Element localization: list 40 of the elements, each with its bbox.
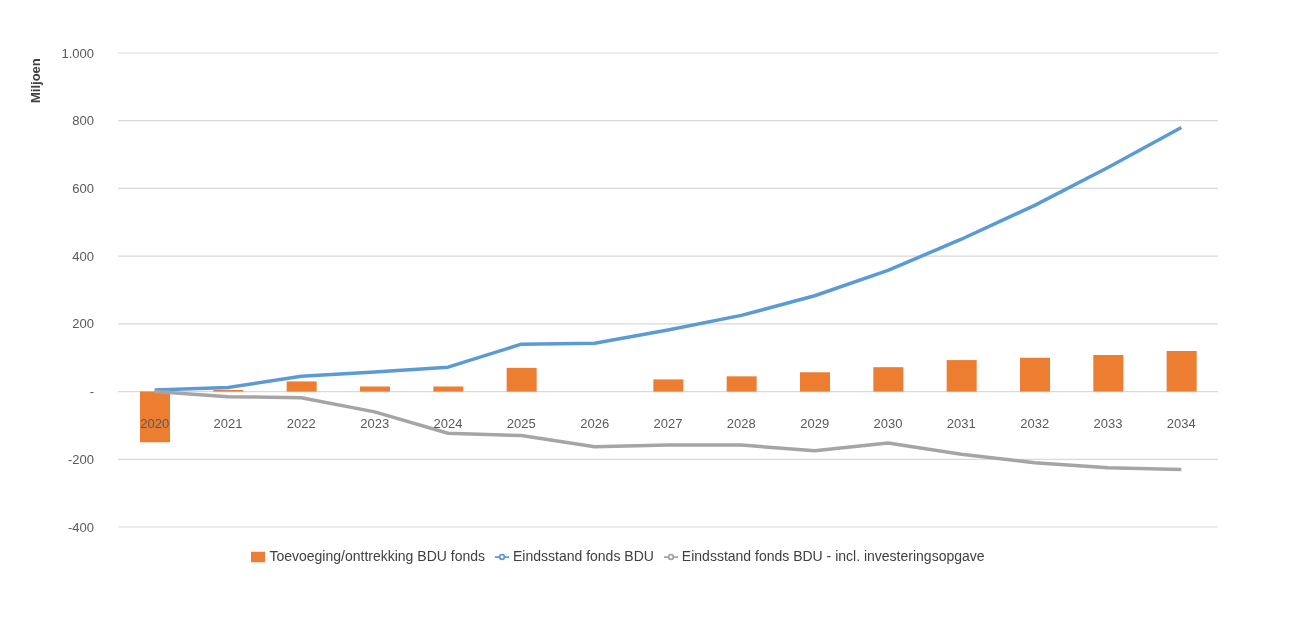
y-tick-label: 1.000 xyxy=(61,45,94,61)
line-series xyxy=(152,125,1184,392)
x-tick-label: 2023 xyxy=(360,415,390,431)
bar xyxy=(433,386,464,392)
bar xyxy=(1166,350,1197,392)
bar xyxy=(873,367,904,392)
bar xyxy=(286,381,317,392)
y-tick-label: 600 xyxy=(72,181,94,197)
x-tick-label: 2028 xyxy=(726,415,756,431)
y-axis-title: Miljoen xyxy=(28,58,44,103)
x-tick-label: 2030 xyxy=(873,415,903,431)
x-tick-label: 2032 xyxy=(1020,415,1050,431)
y-tick-label: 400 xyxy=(72,248,94,264)
x-tick-label: 2020 xyxy=(140,415,170,431)
bar xyxy=(726,376,757,392)
bar xyxy=(360,386,390,392)
y-tick-label: -400 xyxy=(67,519,94,535)
y-tick-label: 200 xyxy=(72,316,94,332)
x-tick-label: 2026 xyxy=(580,415,610,431)
x-tick-label: 2029 xyxy=(800,415,830,431)
x-tick-label: 2027 xyxy=(653,415,683,431)
x-tick-label: 2024 xyxy=(433,415,463,431)
x-tick-label: 2021 xyxy=(213,415,243,431)
bar xyxy=(946,360,977,392)
bar xyxy=(1093,355,1124,392)
x-tick-label: 2033 xyxy=(1093,415,1123,431)
bar xyxy=(653,379,684,392)
x-tick-label: 2022 xyxy=(286,415,316,431)
bar xyxy=(506,367,537,392)
x-tick-label: 2025 xyxy=(506,415,536,431)
legend-label: Toevoeging/onttrekking BDU fonds xyxy=(269,548,485,564)
x-tick-label: 2031 xyxy=(946,415,976,431)
legend-label: Eindsstand fonds BDU - incl. investeringsopgave xyxy=(681,548,985,564)
y-tick-label: - xyxy=(89,384,94,400)
y-tick-label: 800 xyxy=(72,113,94,129)
y-tick-label: -200 xyxy=(67,451,94,467)
bar xyxy=(800,372,830,392)
x-tick-label: 2034 xyxy=(1166,415,1196,431)
legend-label: Eindsstand fonds BDU xyxy=(513,548,654,564)
bar xyxy=(1020,357,1050,392)
